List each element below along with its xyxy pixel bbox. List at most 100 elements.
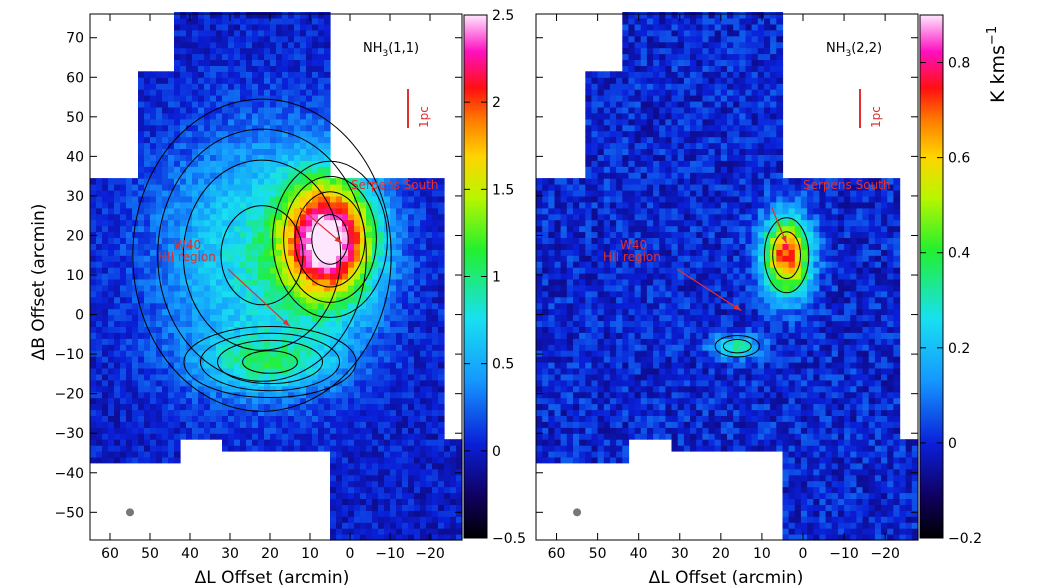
y-tick-label: 50 <box>66 110 84 126</box>
heatmap-cell <box>246 124 253 132</box>
heatmap-cell <box>264 18 271 25</box>
heatmap-cell <box>893 504 901 511</box>
heatmap-cell <box>402 249 409 256</box>
heatmap-cell <box>330 480 337 488</box>
heatmap-cell <box>306 368 313 375</box>
heatmap-cell <box>258 219 265 227</box>
heatmap-cell <box>560 427 568 434</box>
heatmap-cell <box>126 195 133 203</box>
heatmap-cell <box>198 172 205 179</box>
heatmap-cell <box>396 219 403 227</box>
heatmap-cell <box>378 338 385 345</box>
heatmap-cell <box>420 451 427 458</box>
heatmap-cell <box>390 231 397 238</box>
heatmap-cell <box>348 492 355 499</box>
heatmap-cell <box>282 213 289 221</box>
heatmap-cell <box>90 243 97 250</box>
heatmap-cell <box>90 445 97 452</box>
heatmap-cell <box>414 516 421 523</box>
heatmap-cell <box>144 95 151 102</box>
heatmap-cell <box>234 172 241 179</box>
heatmap-cell <box>156 261 163 268</box>
heatmap-cell <box>372 451 379 458</box>
heatmap-cell <box>342 516 349 523</box>
heatmap-cell <box>342 451 349 458</box>
heatmap-cell <box>432 391 439 399</box>
heatmap-cell <box>585 391 593 399</box>
heatmap-cell <box>270 350 277 357</box>
heatmap-cell <box>294 35 301 43</box>
heatmap-cell <box>210 112 217 120</box>
heatmap-cell <box>402 195 409 203</box>
heatmap-cell <box>542 415 549 422</box>
heatmap-cell <box>408 368 415 375</box>
heatmap-cell <box>264 445 271 452</box>
heatmap-cell <box>312 290 319 298</box>
heatmap-cell <box>210 35 217 43</box>
heatmap-cell <box>96 451 103 458</box>
heatmap-cell <box>306 201 313 209</box>
heatmap-cell <box>911 522 919 529</box>
species-base: NH <box>363 41 383 56</box>
heatmap-cell <box>366 255 373 262</box>
heatmap-cell <box>288 344 295 351</box>
heatmap-cell <box>210 136 217 144</box>
heatmap-cell <box>899 498 907 505</box>
heatmap-cell <box>905 486 913 494</box>
heatmap-cell <box>222 368 229 375</box>
heatmap-cell <box>573 403 580 411</box>
heatmap-cell <box>276 201 283 209</box>
heatmap-cell <box>294 112 301 120</box>
heatmap-cell <box>234 433 241 440</box>
heatmap-cell <box>542 456 549 464</box>
heatmap-cell <box>108 397 115 405</box>
heatmap-cell <box>300 373 307 381</box>
heatmap-cell <box>174 89 181 96</box>
heatmap-cell <box>258 356 265 363</box>
heatmap-cell <box>330 415 337 422</box>
heatmap-cell <box>162 267 169 274</box>
heatmap-cell <box>372 308 379 316</box>
heatmap-cell <box>168 308 175 316</box>
heatmap-cell <box>794 504 802 511</box>
heatmap-cell <box>96 207 103 215</box>
heatmap-cell <box>800 534 808 541</box>
heatmap-cell <box>90 391 97 399</box>
heatmap-cell <box>228 237 235 244</box>
heatmap-cell <box>180 290 187 298</box>
heatmap-cell <box>276 154 283 161</box>
heatmap-cell <box>384 427 391 434</box>
heatmap-cell <box>192 18 199 25</box>
heatmap-cell <box>114 326 121 333</box>
heatmap-cell <box>782 498 790 505</box>
heatmap-cell <box>96 261 103 268</box>
heatmap-cell <box>120 320 127 327</box>
heatmap-cell <box>96 225 103 233</box>
heatmap-cell <box>216 261 223 268</box>
heatmap-cell <box>258 136 265 144</box>
heatmap-cell <box>162 445 169 452</box>
heatmap-cell <box>192 273 199 280</box>
heatmap-cell <box>210 344 217 351</box>
heatmap-cell <box>819 474 827 482</box>
heatmap-cell <box>354 421 361 428</box>
heatmap-cell <box>228 415 235 422</box>
heatmap-cell <box>198 190 205 197</box>
heatmap-cell <box>342 397 349 405</box>
heatmap-cell <box>240 249 247 256</box>
heatmap-cell <box>887 433 894 440</box>
heatmap-cell <box>198 136 205 144</box>
heatmap-cell <box>420 368 427 375</box>
heatmap-cell <box>180 213 187 221</box>
heatmap-cell <box>300 201 307 209</box>
heatmap-cell <box>390 219 397 227</box>
heatmap-cell <box>408 308 415 316</box>
heatmap-cell <box>597 439 605 446</box>
heatmap-cell <box>844 415 851 422</box>
heatmap-cell <box>180 178 187 185</box>
heatmap-cell <box>372 391 379 399</box>
heatmap-cell <box>198 332 205 339</box>
heatmap-cell <box>264 279 271 286</box>
heatmap-cell <box>198 23 205 31</box>
heatmap-cell <box>714 445 722 452</box>
